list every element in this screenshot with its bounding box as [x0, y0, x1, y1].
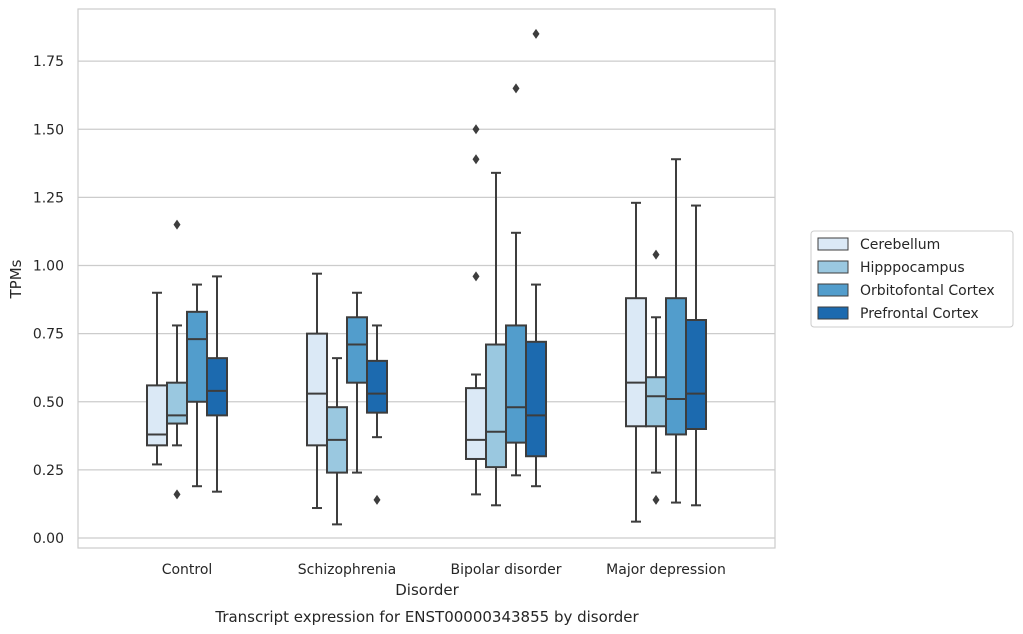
x-tick-label: Major depression — [606, 562, 726, 578]
chart-caption: Transcript expression for ENST0000034385… — [214, 608, 639, 626]
outlier-point — [472, 154, 480, 165]
outlier-point — [532, 28, 540, 39]
legend-label: Hipppocampus — [860, 260, 965, 276]
legend-label: Prefrontal Cortex — [860, 306, 979, 322]
x-axis-label: Disorder — [395, 581, 459, 599]
outlier-point — [652, 494, 660, 505]
iqr-box — [465, 387, 487, 460]
y-axis-label: TPMs — [7, 259, 25, 299]
iqr-box — [645, 376, 667, 428]
box-3-4 — [525, 28, 547, 488]
y-tick-label: 0.25 — [33, 463, 64, 479]
outlier-point — [472, 271, 480, 282]
plot-area-frame — [77, 8, 776, 549]
box-4-1 — [625, 201, 647, 523]
iqr-box — [525, 340, 547, 458]
box-2-3 — [346, 291, 368, 474]
y-tick-label: 1.25 — [33, 190, 64, 206]
legend-frame — [810, 230, 1014, 328]
legend-swatch — [817, 283, 849, 297]
legend-label: Cerebellum — [860, 237, 940, 253]
y-tick-labels: 0.00 0.25 0.50 0.75 1.00 1.25 1.50 1.75 — [33, 54, 64, 547]
legend-items: Cerebellum Hipppocampus Orbitofontal Corte… — [817, 237, 995, 322]
outlier-point — [173, 489, 181, 500]
boxes — [146, 28, 707, 526]
box-4-2 — [645, 249, 667, 505]
x-tick-label: Control — [162, 562, 213, 578]
iqr-box — [206, 357, 228, 417]
iqr-box — [505, 324, 527, 444]
outlier-point — [472, 124, 480, 135]
iqr-box — [166, 381, 188, 425]
y-tick-label: 1.00 — [33, 259, 64, 275]
y-tick-label: 1.75 — [33, 54, 64, 70]
iqr-box — [146, 384, 168, 447]
x-tick-labels: Control Schizophrenia Bipolar disorder Majo… — [162, 562, 726, 578]
box-3-1 — [465, 124, 487, 496]
legend: Cerebellum Hipppocampus Orbitofontal Corte… — [810, 230, 1014, 328]
box-4-3 — [665, 158, 687, 504]
box-1-1 — [146, 291, 168, 466]
outlier-point — [373, 494, 381, 505]
legend-swatch — [817, 306, 849, 320]
outlier-point — [652, 249, 660, 260]
legend-swatch — [817, 260, 849, 274]
box-3-2 — [485, 171, 507, 507]
iqr-box — [485, 343, 507, 469]
box-1-4 — [206, 275, 228, 493]
box-2-2 — [326, 357, 348, 526]
iqr-box — [665, 297, 687, 436]
box-1-2 — [166, 219, 188, 500]
y-tick-label: 1.50 — [33, 122, 64, 138]
y-tick-label: 0.50 — [33, 395, 64, 411]
iqr-box — [306, 332, 328, 447]
x-tick-label: Schizophrenia — [298, 562, 396, 578]
outlier-point — [173, 219, 181, 230]
y-tick-label: 0.75 — [33, 327, 64, 343]
iqr-box — [186, 310, 208, 403]
box-2-4 — [366, 324, 388, 505]
legend-label: Orbitofontal Cortex — [860, 283, 995, 299]
legend-swatch — [817, 237, 849, 251]
x-tick-label: Bipolar disorder — [450, 562, 561, 578]
outlier-point — [512, 83, 520, 94]
box-4-4 — [685, 204, 707, 507]
y-tick-label: 0.00 — [33, 531, 64, 547]
iqr-box — [346, 316, 368, 384]
iqr-box — [625, 297, 647, 428]
box-3-3 — [505, 83, 527, 477]
iqr-box — [685, 319, 707, 430]
iqr-box — [366, 359, 388, 414]
box-2-1 — [306, 272, 328, 510]
box-1-3 — [186, 283, 208, 488]
